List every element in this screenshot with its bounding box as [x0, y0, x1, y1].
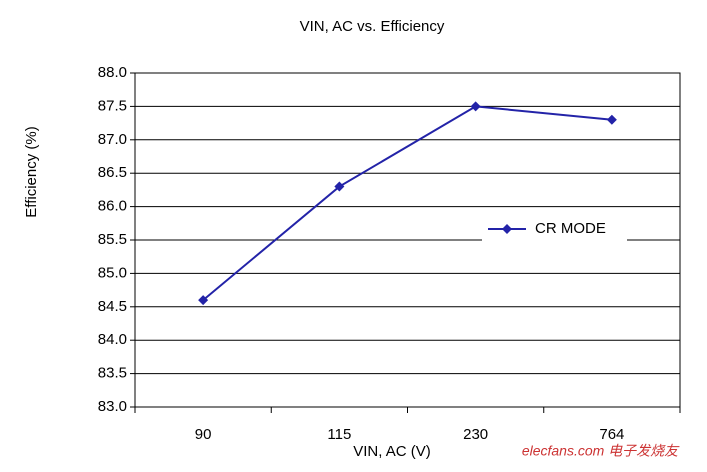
y-tick-label: 84.0: [98, 331, 127, 348]
y-tick-label: 86.5: [98, 164, 127, 181]
y-tick-label: 83.0: [98, 398, 127, 415]
x-tick-label: 115: [327, 426, 351, 443]
x-tick-label: 90: [195, 426, 212, 443]
y-tick-label: 84.5: [98, 298, 127, 315]
y-axis-label: Efficiency (%): [23, 126, 40, 217]
x-tick-label: 230: [463, 426, 488, 443]
chart-title: VIN, AC vs. Efficiency: [300, 18, 445, 35]
y-tick-label: 83.5: [98, 365, 127, 382]
x-axis-label: VIN, AC (V): [353, 443, 431, 460]
marker: [606, 114, 617, 125]
marker: [470, 101, 481, 112]
y-tick-label: 86.0: [98, 198, 127, 215]
y-tick-label: 85.0: [98, 264, 127, 281]
legend-marker: [502, 224, 512, 234]
y-tick-label: 88.0: [98, 64, 127, 81]
series-line: [202, 105, 612, 301]
y-tick-label: 87.0: [98, 131, 127, 148]
marker: [334, 181, 345, 192]
y-tick-label: 85.5: [98, 231, 127, 248]
y-tick-label: 87.5: [98, 97, 127, 114]
watermark: elecfans.com 电子发烧友: [522, 443, 680, 459]
marker: [198, 295, 209, 306]
legend-label: CR MODE: [535, 220, 606, 237]
x-tick-label: 764: [599, 426, 624, 443]
